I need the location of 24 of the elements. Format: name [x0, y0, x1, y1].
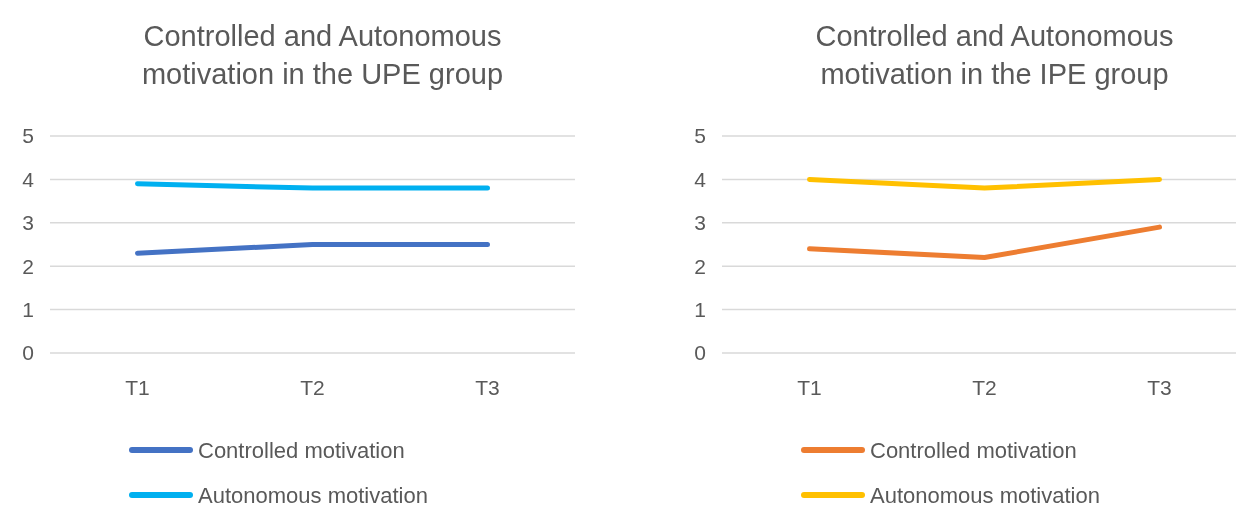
- x-tick-label: T3: [475, 376, 500, 399]
- y-tick-label: 3: [22, 211, 34, 235]
- chart-title: Controlled and Autonomous motivation in the UPE group: [141, 20, 504, 90]
- legend-label: Controlled motivation: [198, 437, 405, 463]
- y-tick-label: 0: [694, 341, 706, 365]
- y-tick-label: 1: [694, 297, 706, 321]
- y-tick-label: 0: [22, 341, 34, 365]
- chart-title: Controlled and Autonomous motivation in the IPE group: [815, 20, 1174, 90]
- legend-label: Controlled motivation: [870, 437, 1077, 463]
- x-tick-label: T2: [300, 376, 325, 399]
- x-tick-label: T3: [1147, 376, 1172, 399]
- y-tick-label: 5: [694, 124, 706, 148]
- y-tick-label: 1: [22, 297, 34, 321]
- x-tick-label: T1: [797, 376, 822, 399]
- y-tick-label: 3: [694, 211, 706, 235]
- x-tick-label: T1: [125, 376, 150, 399]
- y-tick-label: 4: [22, 167, 35, 191]
- legend-label: Autonomous motivation: [198, 482, 428, 508]
- y-tick-label: 2: [694, 254, 706, 278]
- y-tick-label: 5: [22, 124, 34, 148]
- x-tick-label: T2: [972, 376, 997, 399]
- legend-label: Autonomous motivation: [870, 482, 1100, 508]
- y-tick-label: 4: [694, 167, 707, 191]
- y-tick-label: 2: [22, 254, 34, 278]
